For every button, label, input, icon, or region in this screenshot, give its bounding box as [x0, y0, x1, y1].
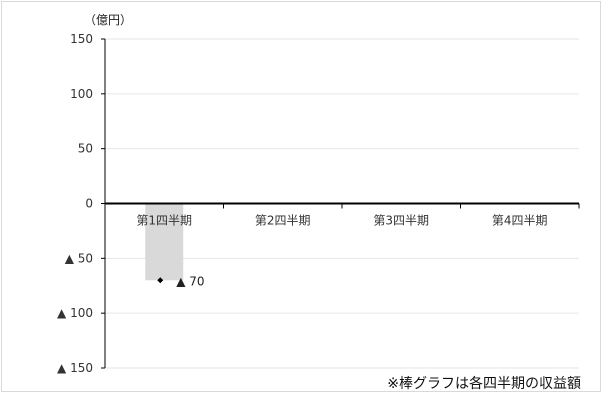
- y-tick-label: 100: [70, 87, 93, 101]
- category-label: 第3四半期: [373, 214, 429, 228]
- y-tick-labels: 150 100 50 0 ▲ 50 ▲ 100 ▲ 150: [57, 32, 93, 375]
- category-label: 第2四半期: [255, 214, 311, 228]
- category-label: 第4四半期: [492, 214, 548, 228]
- y-tick-label: 50: [78, 142, 93, 156]
- unit-label: （億円）: [84, 13, 132, 27]
- markers: [157, 277, 164, 284]
- axes: [101, 38, 580, 369]
- y-tick-label: ▲ 100: [57, 306, 93, 320]
- y-tick-label: 150: [70, 32, 93, 46]
- bar: [145, 203, 184, 281]
- bars: [145, 203, 184, 281]
- y-tick-label: 0: [85, 197, 93, 211]
- category-label: 第1四半期: [136, 214, 192, 228]
- footnote: ※棒グラフは各四半期の収益額: [387, 376, 581, 392]
- value-marker: [157, 277, 164, 284]
- y-tick-label: ▲ 50: [65, 251, 93, 265]
- data-labels: ▲ 70: [176, 274, 204, 288]
- y-tick-label: ▲ 150: [57, 361, 93, 375]
- category-labels: 第1四半期 第2四半期 第3四半期 第4四半期: [136, 214, 547, 228]
- data-label: ▲ 70: [176, 274, 204, 288]
- gridlines: [105, 38, 579, 369]
